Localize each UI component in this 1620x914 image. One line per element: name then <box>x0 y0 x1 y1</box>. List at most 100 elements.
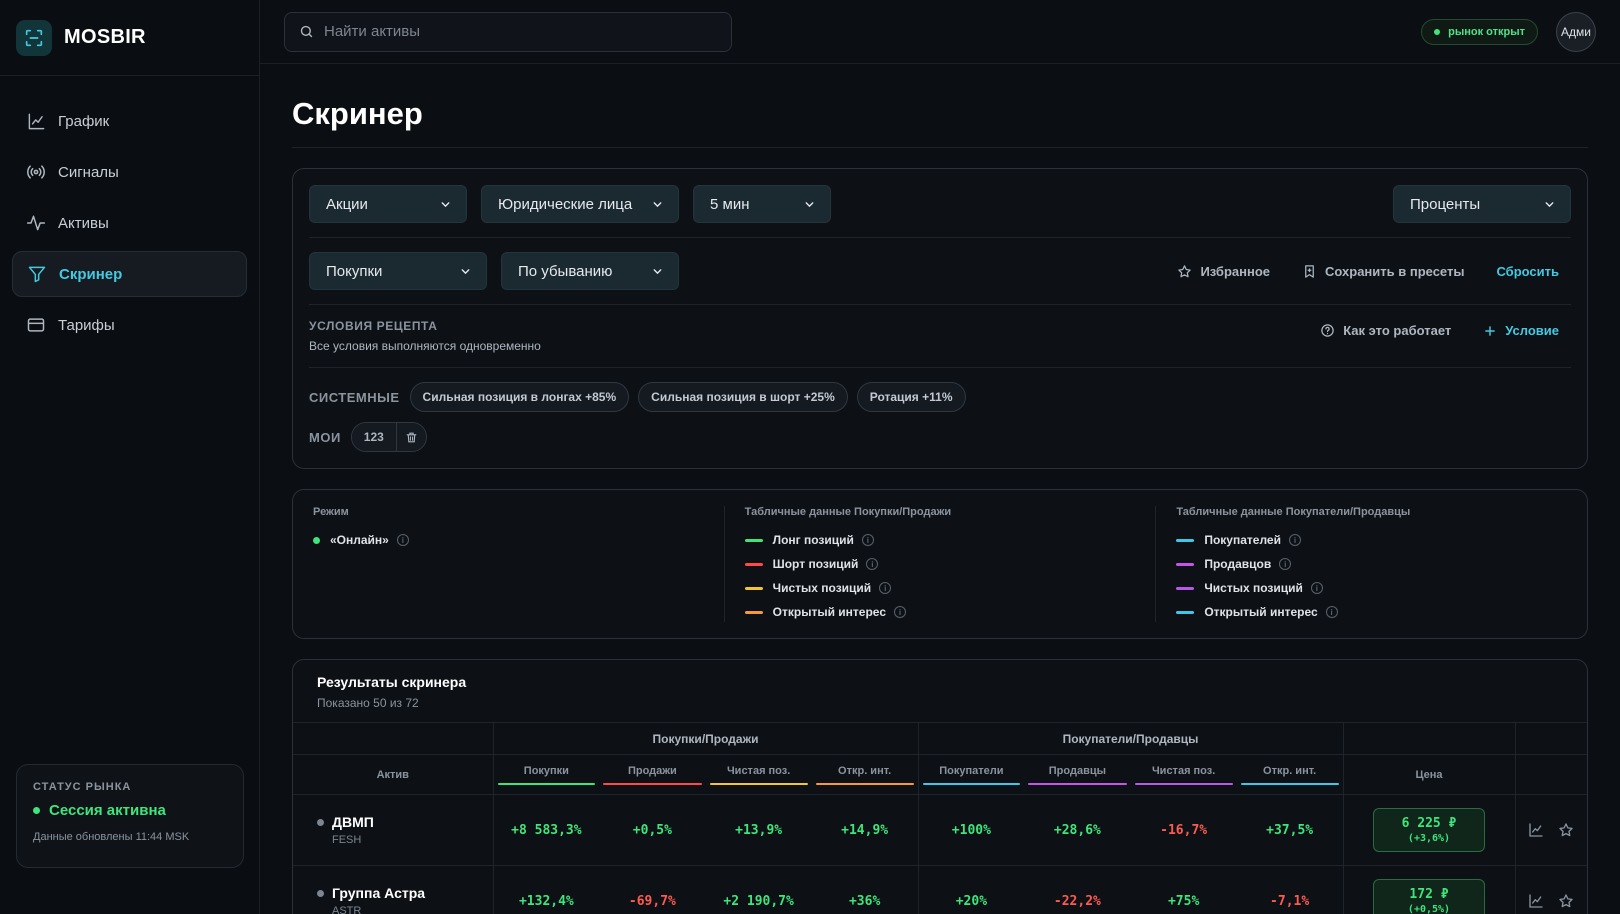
info-icon[interactable]: i <box>866 558 879 570</box>
column-header[interactable]: Откр. инт. <box>1236 754 1343 795</box>
mode-label: «Онлайн» <box>330 533 389 547</box>
column-color-bar <box>815 782 914 785</box>
metric-cell: +132,4% <box>492 865 600 914</box>
conditions-subtitle: Все условия выполняются одновременно <box>309 339 541 353</box>
avatar[interactable]: Адми <box>1556 11 1596 52</box>
info-icon[interactable]: i <box>894 606 906 618</box>
preset-chip[interactable]: Сильная позиция в лонгах +85% <box>409 382 630 412</box>
column-color-bar <box>603 782 702 785</box>
market-open-dot-icon <box>1434 28 1441 35</box>
column-header[interactable]: Продавцы <box>1024 754 1131 795</box>
trash-icon[interactable] <box>395 423 426 451</box>
reset-button[interactable]: Сбросить <box>1496 264 1559 279</box>
legend-swatch <box>1176 562 1195 566</box>
sidebar-item-chart[interactable]: График <box>12 98 247 144</box>
info-icon[interactable]: i <box>861 534 874 546</box>
actions-cell <box>1514 865 1587 914</box>
price-badge[interactable]: 172 ₽ (+0,5%) <box>1373 879 1485 914</box>
column-header[interactable]: Покупатели <box>917 754 1025 795</box>
sort-select[interactable]: По убыванию <box>501 252 679 290</box>
info-icon[interactable]: i <box>1279 558 1292 570</box>
activity-icon <box>26 213 46 233</box>
legend-label: Чистых позиций <box>1204 581 1303 595</box>
filters-panel: Акции Юридические лица 5 мин Проценты <box>292 168 1588 469</box>
column-header[interactable]: Чистая поз. <box>705 754 812 795</box>
mode-column: Режим «Онлайн» i <box>293 506 725 622</box>
metric-cell: +28,6% <box>1024 794 1131 866</box>
info-icon[interactable]: i <box>1288 534 1301 546</box>
sidebar-item-screener[interactable]: Скринер <box>12 251 247 297</box>
sidebar-item-assets[interactable]: Активы <box>12 200 247 246</box>
bookmark-plus-icon <box>1302 264 1317 279</box>
column-header[interactable]: Чистая поз. <box>1130 754 1237 795</box>
legend-label: Продавцов <box>1204 557 1272 571</box>
participants-select[interactable]: Юридические лица <box>481 185 679 223</box>
metric-cell: -7,1% <box>1236 865 1343 914</box>
instrument-select[interactable]: Акции <box>309 185 467 223</box>
trades-legend-column: Табличные данные Покупки/Продажи Лонг по… <box>725 506 1157 622</box>
search-box[interactable] <box>284 11 732 52</box>
preset-chip[interactable]: Ротация +11% <box>856 382 966 412</box>
my-preset-name[interactable]: 123 <box>351 423 396 451</box>
metric-cell: +75% <box>1130 865 1237 914</box>
brand[interactable]: MOSBIR <box>0 0 259 76</box>
info-icon[interactable]: i <box>1310 582 1323 594</box>
column-color-bar <box>922 782 1021 785</box>
metric-cell: -69,7% <box>599 865 706 914</box>
table-row[interactable]: ДВМП FESH +8 583,3% +0,5% +13,9% +14,9% +100% +… <box>293 794 1587 866</box>
table-row[interactable]: Группа Астра ASTR +132,4% -69,7% +2 190,7% +3… <box>293 865 1587 914</box>
interval-select[interactable]: 5 мин <box>693 185 831 223</box>
group-header-people: Покупатели/Продавцы <box>917 722 1343 755</box>
column-header-asset[interactable]: Актив <box>293 754 493 795</box>
units-select[interactable]: Проценты <box>1393 185 1571 223</box>
metric-cell: +100% <box>917 794 1025 866</box>
chevron-down-icon <box>459 265 472 278</box>
broadcast-icon <box>26 162 46 182</box>
mode-online[interactable]: «Онлайн» i <box>313 528 704 552</box>
asset-cell[interactable]: Группа Астра ASTR <box>293 865 493 914</box>
metric-cell: +36% <box>811 865 918 914</box>
chart-line-icon[interactable] <box>1528 893 1544 909</box>
how-it-works-button[interactable]: Как это работает <box>1320 323 1451 338</box>
legend-item: Чистых позиций i <box>744 576 1136 600</box>
column-header[interactable]: Покупки <box>492 754 600 795</box>
metric-cell: +2 190,7% <box>705 865 812 914</box>
metric-cell: +0,5% <box>599 794 706 866</box>
column-header-label: Чистая поз. <box>1151 764 1216 777</box>
favorites-button[interactable]: Избранное <box>1177 264 1270 279</box>
how-it-works-label: Как это работает <box>1343 323 1452 338</box>
price-badge[interactable]: 6 225 ₽ (+3,6%) <box>1373 808 1485 852</box>
asset-cell[interactable]: ДВМП FESH <box>293 794 493 866</box>
add-condition-button[interactable]: Условие <box>1483 323 1559 338</box>
column-color-bar <box>497 782 596 785</box>
column-color-bar <box>1240 782 1339 785</box>
plus-icon <box>1483 324 1497 338</box>
info-icon[interactable]: i <box>1325 606 1338 618</box>
avatar-alt-text: Адми <box>1561 24 1591 39</box>
column-header[interactable]: Откр. инт. <box>811 754 918 795</box>
metric-cell: -16,7% <box>1130 794 1237 866</box>
metric-select[interactable]: Покупки <box>309 252 487 290</box>
column-header[interactable]: Продажи <box>599 754 706 795</box>
sidebar-item-tariffs[interactable]: Тарифы <box>12 302 247 348</box>
save-preset-button[interactable]: Сохранить в пресеты <box>1302 264 1464 279</box>
chevron-down-icon <box>1543 198 1556 211</box>
sidebar-item-signals[interactable]: Сигналы <box>12 149 247 195</box>
column-header-price[interactable]: Цена <box>1342 754 1515 795</box>
metric-cell: +37,5% <box>1236 794 1343 866</box>
chart-line-icon[interactable] <box>1528 822 1544 838</box>
credit-card-icon <box>26 315 46 335</box>
search-input[interactable] <box>324 23 704 40</box>
star-icon[interactable] <box>1558 893 1574 909</box>
price-cell: 172 ₽ (+0,5%) <box>1342 865 1515 914</box>
add-condition-label: Условие <box>1505 323 1559 338</box>
info-icon[interactable]: i <box>396 534 409 546</box>
metric-cell: +14,9% <box>811 794 918 866</box>
info-icon[interactable]: i <box>879 582 892 594</box>
legend-item: Покупателей i <box>1176 528 1567 552</box>
star-icon[interactable] <box>1558 822 1574 838</box>
preset-chip[interactable]: Сильная позиция в шорт +25% <box>638 382 848 412</box>
column-header-label: Чистая поз. <box>726 764 791 777</box>
people-legend-heading: Табличные данные Покупатели/Продавцы <box>1176 506 1411 518</box>
star-icon <box>1177 264 1192 279</box>
